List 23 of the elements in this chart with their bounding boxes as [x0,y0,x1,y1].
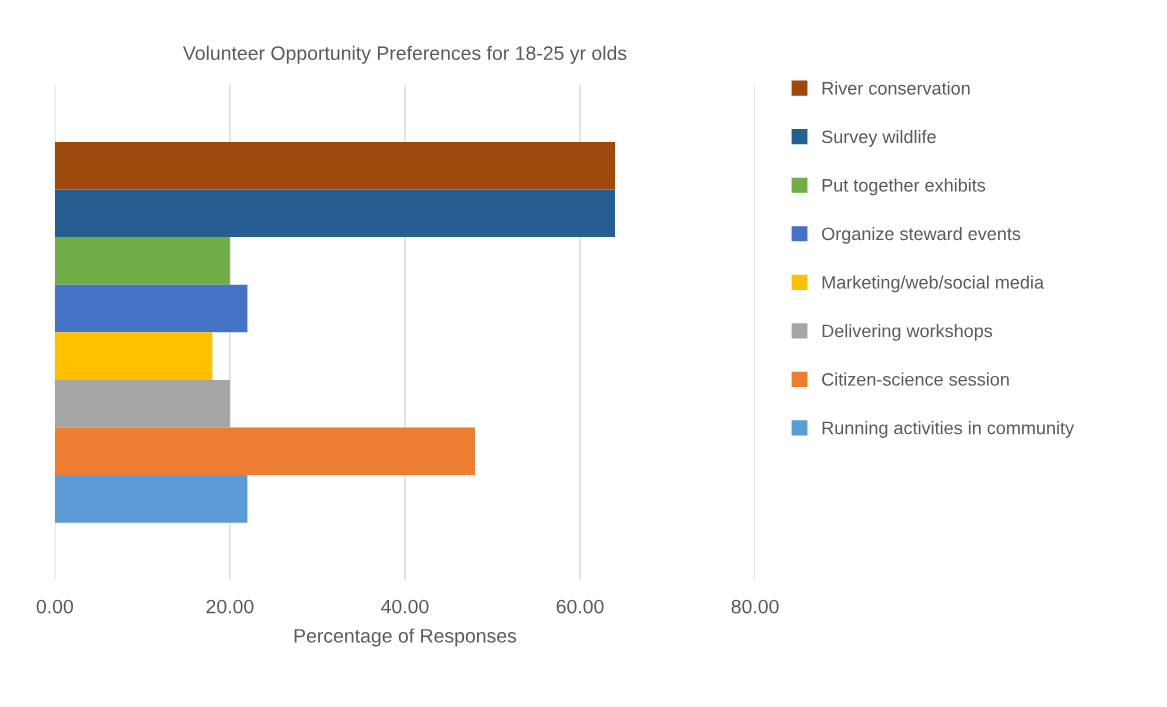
x-tick-label: 20.00 [206,599,254,614]
legend-label: River conservation [822,81,970,95]
x-tick-label: 40.00 [381,599,429,614]
x-tick-label: 0.00 [36,599,74,614]
chart-title: Volunteer Opportunity Preferences for 18-25 yr olds [182,45,627,64]
legend-label: Marketing/web/social media [822,275,1044,293]
legend-label: Running activities in community [822,421,1075,438]
x-tick-label: 80.00 [731,599,779,614]
x-tick-label: 60.00 [556,599,604,614]
legend-label: Citizen-science session [822,372,1009,386]
bar [54,475,248,523]
legend-label: Organize steward events [822,226,1021,244]
x-axis-title: Percentage of Responses [294,628,517,647]
legend-label: Put together exhibits [822,178,986,196]
bar [54,141,616,190]
bar [54,379,230,428]
bar [54,332,213,380]
bar [54,189,616,238]
bar [54,427,475,476]
bar [54,237,230,285]
bar [54,284,248,333]
legend-label: Survey wildlife [822,129,936,147]
legend-label: Delivering workshops [822,324,993,341]
